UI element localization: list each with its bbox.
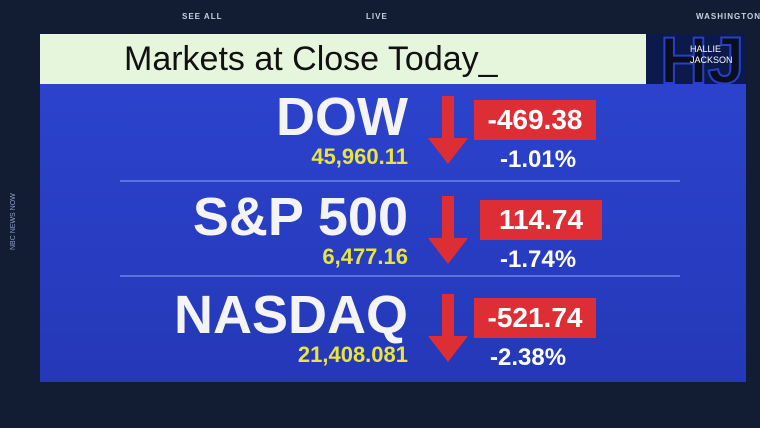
separator: [120, 180, 680, 182]
side-label: NBC NEWS NOW: [10, 193, 17, 250]
market-value: 6,477.16: [322, 244, 408, 269]
title-bar: [40, 34, 646, 84]
change-box: 114.74: [480, 200, 602, 240]
down-arrow: [426, 96, 470, 166]
market-value: 21,408.081: [297, 342, 408, 367]
market-name: NASDAQ: [173, 285, 408, 345]
market-name: S&P 500: [192, 187, 408, 247]
percent: -1.01%: [500, 146, 577, 173]
change-box: -521.74: [474, 298, 596, 338]
market-name: DOW: [276, 87, 408, 147]
percent: -1.74%: [500, 246, 577, 273]
down-arrow: [426, 294, 470, 364]
show-initials: HJ: [659, 22, 745, 98]
title: Markets at Close Today_: [124, 40, 498, 78]
show-box: [646, 34, 746, 84]
arrow-icon: [428, 294, 468, 362]
arrow-icon: [428, 196, 468, 264]
arrow-icon: [428, 96, 468, 164]
live: LIVE: [366, 12, 388, 21]
see-all: SEE ALL: [182, 12, 223, 21]
change-box: -469.38: [474, 100, 596, 140]
panel: [40, 34, 746, 382]
down-arrow: [426, 196, 470, 266]
separator: [120, 275, 680, 277]
show-name: HALLIE JACKSON: [690, 44, 733, 65]
market-value: 45,960.11: [311, 144, 408, 169]
location: WASHINGTON: [696, 12, 760, 21]
percent: -2.38%: [490, 344, 567, 371]
